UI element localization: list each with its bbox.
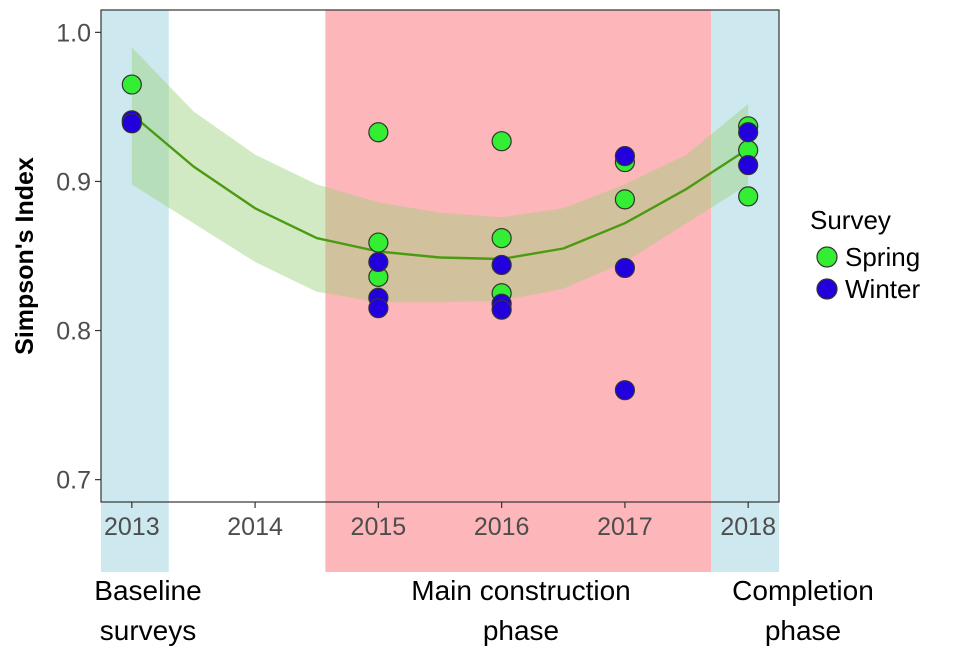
confidence-band-layer (131, 47, 749, 303)
trend-line (131, 113, 749, 261)
plot-panel-border (100, 9, 780, 503)
phase-band-2 (711, 10, 779, 572)
point-winter-12 (738, 154, 759, 176)
point-winter-4 (368, 298, 389, 319)
y-tick-label-2: 0.9 (56, 168, 91, 196)
axes-layer: 2013 2014 2015 2016 2017 2018 0.7 0.8 0.9 1.0 (56, 19, 776, 541)
trend-line-layer (131, 113, 749, 261)
point-spring-5 (491, 228, 512, 249)
point-winter-2 (368, 251, 389, 273)
y-tick-label-0: 0.7 (56, 467, 91, 495)
point-spring-11 (738, 186, 759, 207)
x-tick-label-5: 2018 (720, 513, 776, 541)
legend-key-spring (816, 246, 838, 268)
x-tick-label-1: 2014 (227, 513, 283, 541)
phase-label-2-line-0: Completion (732, 575, 874, 606)
point-spring-2 (368, 232, 389, 253)
legend-title: Survey (810, 205, 891, 235)
data-points-layer (121, 74, 759, 401)
phase-band-1 (325, 10, 712, 572)
point-winter-5 (491, 254, 512, 276)
x-tick-label-0: 2013 (104, 513, 160, 541)
phase-backgrounds (101, 10, 779, 572)
phase-label-1-line-1: phase (483, 615, 559, 646)
point-spring-1 (368, 122, 389, 143)
point-spring-8 (614, 189, 636, 210)
phase-label-0-line-1: surveys (100, 615, 196, 646)
phase-labels: Baseline surveys Main construction phase Com… (94, 575, 874, 646)
point-winter-10 (614, 380, 636, 401)
point-winter-7 (491, 299, 512, 320)
y-tick-label-3: 1.0 (56, 19, 91, 47)
phase-label-2-line-1: phase (765, 615, 841, 646)
legend-key-winter (816, 278, 838, 300)
point-winter-9 (614, 257, 636, 279)
x-tick-label-4: 2017 (597, 513, 653, 541)
y-axis-label: Simpson's Index (11, 157, 39, 355)
confidence-band (131, 47, 749, 303)
point-spring-4 (491, 131, 512, 152)
point-spring-0 (121, 74, 142, 95)
phase-label-1-line-0: Main construction (411, 575, 630, 606)
y-tick-label-1: 0.8 (56, 318, 91, 346)
legend-label-winter: Winter (845, 274, 920, 304)
point-winter-1 (121, 113, 142, 134)
point-winter-11 (738, 122, 759, 143)
x-tick-label-3: 2016 (474, 513, 530, 541)
point-winter-8 (614, 146, 636, 167)
phase-band-0 (101, 10, 169, 572)
legend-label-spring: Spring (845, 242, 920, 272)
phase-label-0-line-0: Baseline (94, 575, 201, 606)
x-tick-label-2: 2015 (351, 513, 407, 541)
